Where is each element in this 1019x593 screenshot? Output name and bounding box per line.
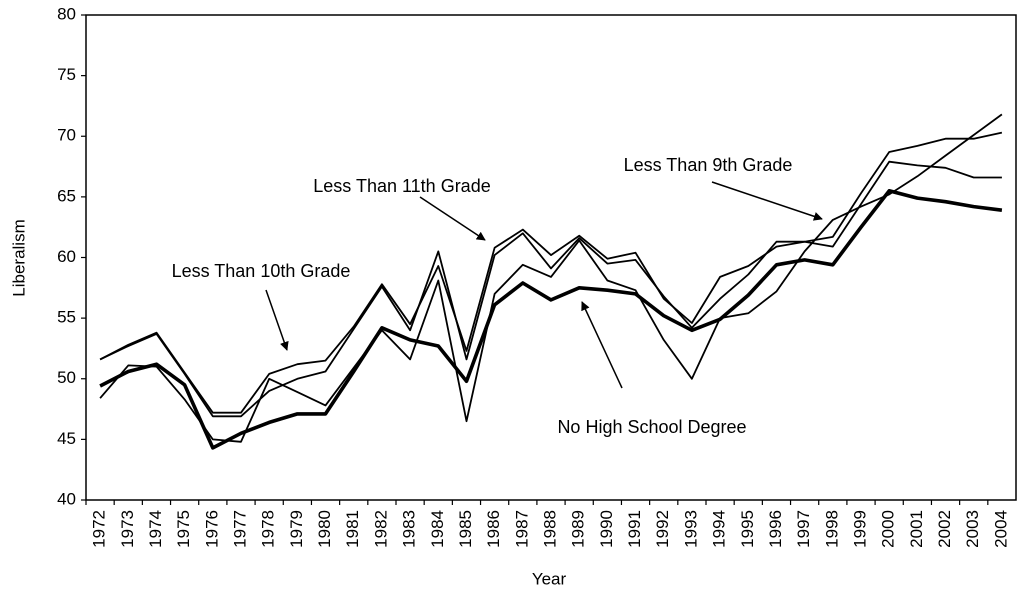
annotation: Less Than 9th Grade [624,155,793,175]
y-tick-label: 55 [57,308,76,327]
y-tick-label: 80 [57,4,76,23]
x-tick-label: 1997 [794,510,813,548]
annotation-arrow [419,196,486,241]
x-tick-label: 1974 [146,510,165,548]
x-tick-label: 1999 [850,510,869,548]
x-tick-label: 2004 [991,510,1010,548]
x-tick-label: 1989 [569,510,588,548]
x-tick-label: 1993 [681,510,700,548]
x-tick-label: 1980 [315,510,334,548]
x-tick-label: 1983 [400,510,419,548]
x-tick-label: 1994 [710,510,729,548]
y-tick-label: 50 [57,368,76,387]
x-tick-label: 1985 [456,510,475,548]
x-tick-label: 1987 [512,510,531,548]
x-tick-label: 2002 [935,510,954,548]
x-tick-label: 1984 [428,510,447,548]
y-tick-label: 40 [57,489,76,508]
x-tick-label: 2003 [963,510,982,548]
x-tick-label: 1972 [90,510,109,548]
annotation-arrow [711,181,823,221]
x-tick-label: 1979 [287,510,306,548]
annotation-arrow [581,301,623,389]
annotation: Less Than 11th Grade [313,176,490,196]
series-line [99,131,1003,414]
x-tick-label: 1988 [540,510,559,548]
x-tick-label: 1982 [371,510,390,548]
x-tick-label: 1975 [174,510,193,548]
x-tick-label: 1973 [118,510,137,548]
series-line [99,113,1003,443]
y-tick-label: 45 [57,429,76,448]
y-tick-label: 75 [57,65,76,84]
x-tick-label: 1995 [738,510,757,548]
x-tick-label: 1998 [822,510,841,548]
x-axis-label: Year [532,569,567,588]
series-line [99,189,1003,450]
x-tick-label: 1981 [343,510,362,548]
x-tick-label: 1990 [597,510,616,548]
plot-frame [85,14,1017,501]
x-tick-label: 1977 [230,510,249,548]
y-tick-label: 70 [57,126,76,145]
x-tick-label: 2000 [879,510,898,548]
y-tick-label: 60 [57,247,76,266]
series-line [99,160,1002,418]
x-tick-label: 1986 [484,510,503,548]
x-tick-label: 1978 [259,510,278,548]
y-tick-label: 65 [57,186,76,205]
annotation: Less Than 10th Grade [172,261,351,281]
x-tick-label: 2001 [907,510,926,548]
x-tick-label: 1996 [766,510,785,548]
x-tick-label: 1991 [625,510,644,548]
x-tick-label: 1976 [202,510,221,548]
y-axis-label: Liberalism [9,219,28,296]
annotation: No High School Degree [557,417,746,437]
x-tick-label: 1992 [653,510,672,548]
annotation-arrow [265,289,289,351]
